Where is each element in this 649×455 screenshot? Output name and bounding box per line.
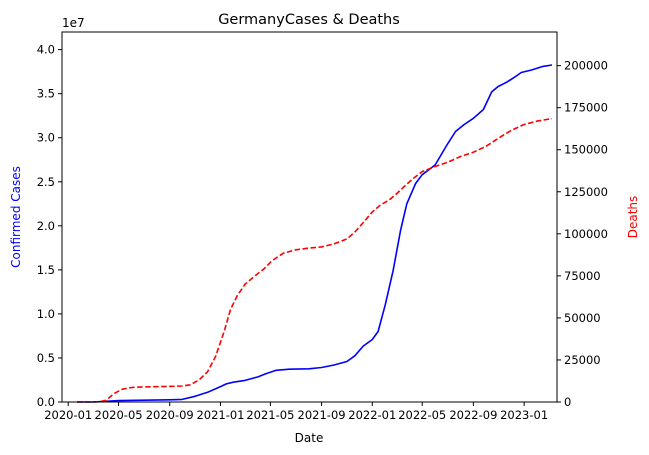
y-left-tick-label: 1.5 — [37, 263, 55, 277]
x-axis-label: Date — [295, 431, 324, 445]
y-right-axis-label: Deaths — [626, 196, 640, 239]
x-tick-label: 2022-05 — [398, 408, 446, 422]
x-tick-label: 2022-01 — [348, 408, 396, 422]
plot-frame — [61, 31, 558, 403]
x-tick-label: 2020-05 — [95, 408, 143, 422]
x-tick-label: 2021-05 — [246, 408, 294, 422]
y-left-tick-label: 4.0 — [37, 43, 55, 57]
y-right-tick-label: 175000 — [564, 101, 608, 115]
y-left-axis-label: Confirmed Cases — [9, 166, 23, 268]
y-left-axis-ticks: 0.0 0.5 1.0 1.5 2.0 2.5 3.0 3.5 4.0 — [37, 43, 62, 409]
y-right-tick-label: 75000 — [564, 269, 601, 283]
x-tick-label: 2020-09 — [146, 408, 194, 422]
x-tick-label: 2021-01 — [196, 408, 244, 422]
chart-title: GermanyCases & Deaths — [218, 12, 400, 28]
x-axis-ticks: 2020-01 2020-05 2020-09 2021-01 2021-05 2021-… — [44, 402, 548, 422]
cases-line — [77, 64, 553, 403]
y-right-tick-label: 200000 — [564, 59, 608, 73]
y-left-tick-label: 1.0 — [37, 307, 55, 321]
y-left-tick-label: 0.5 — [37, 351, 55, 365]
x-tick-label: 2022-09 — [449, 408, 497, 422]
y-right-tick-label: 50000 — [564, 311, 601, 325]
y-right-tick-label: 100000 — [564, 227, 608, 241]
x-tick-label: 2020-01 — [44, 408, 92, 422]
y-left-tick-label: 2.5 — [37, 175, 55, 189]
y-right-tick-label: 125000 — [564, 185, 608, 199]
y-right-axis-ticks: 0 25000 50000 75000 100000 125000 150000 175000… — [557, 59, 608, 409]
y-left-offset-label: 1e7 — [62, 16, 85, 30]
y-right-tick-label: 150000 — [564, 143, 608, 157]
deaths-line — [76, 117, 553, 403]
x-tick-label: 2021-09 — [298, 408, 346, 422]
x-tick-label: 2023-01 — [500, 408, 548, 422]
y-left-tick-label: 3.5 — [37, 87, 55, 101]
y-right-tick-label: 25000 — [564, 353, 601, 367]
plot-area — [76, 64, 553, 403]
y-right-tick-label: 0 — [564, 395, 571, 409]
y-left-tick-label: 0.0 — [37, 395, 55, 409]
y-left-tick-label: 3.0 — [37, 131, 55, 145]
y-left-tick-label: 2.0 — [37, 219, 55, 233]
